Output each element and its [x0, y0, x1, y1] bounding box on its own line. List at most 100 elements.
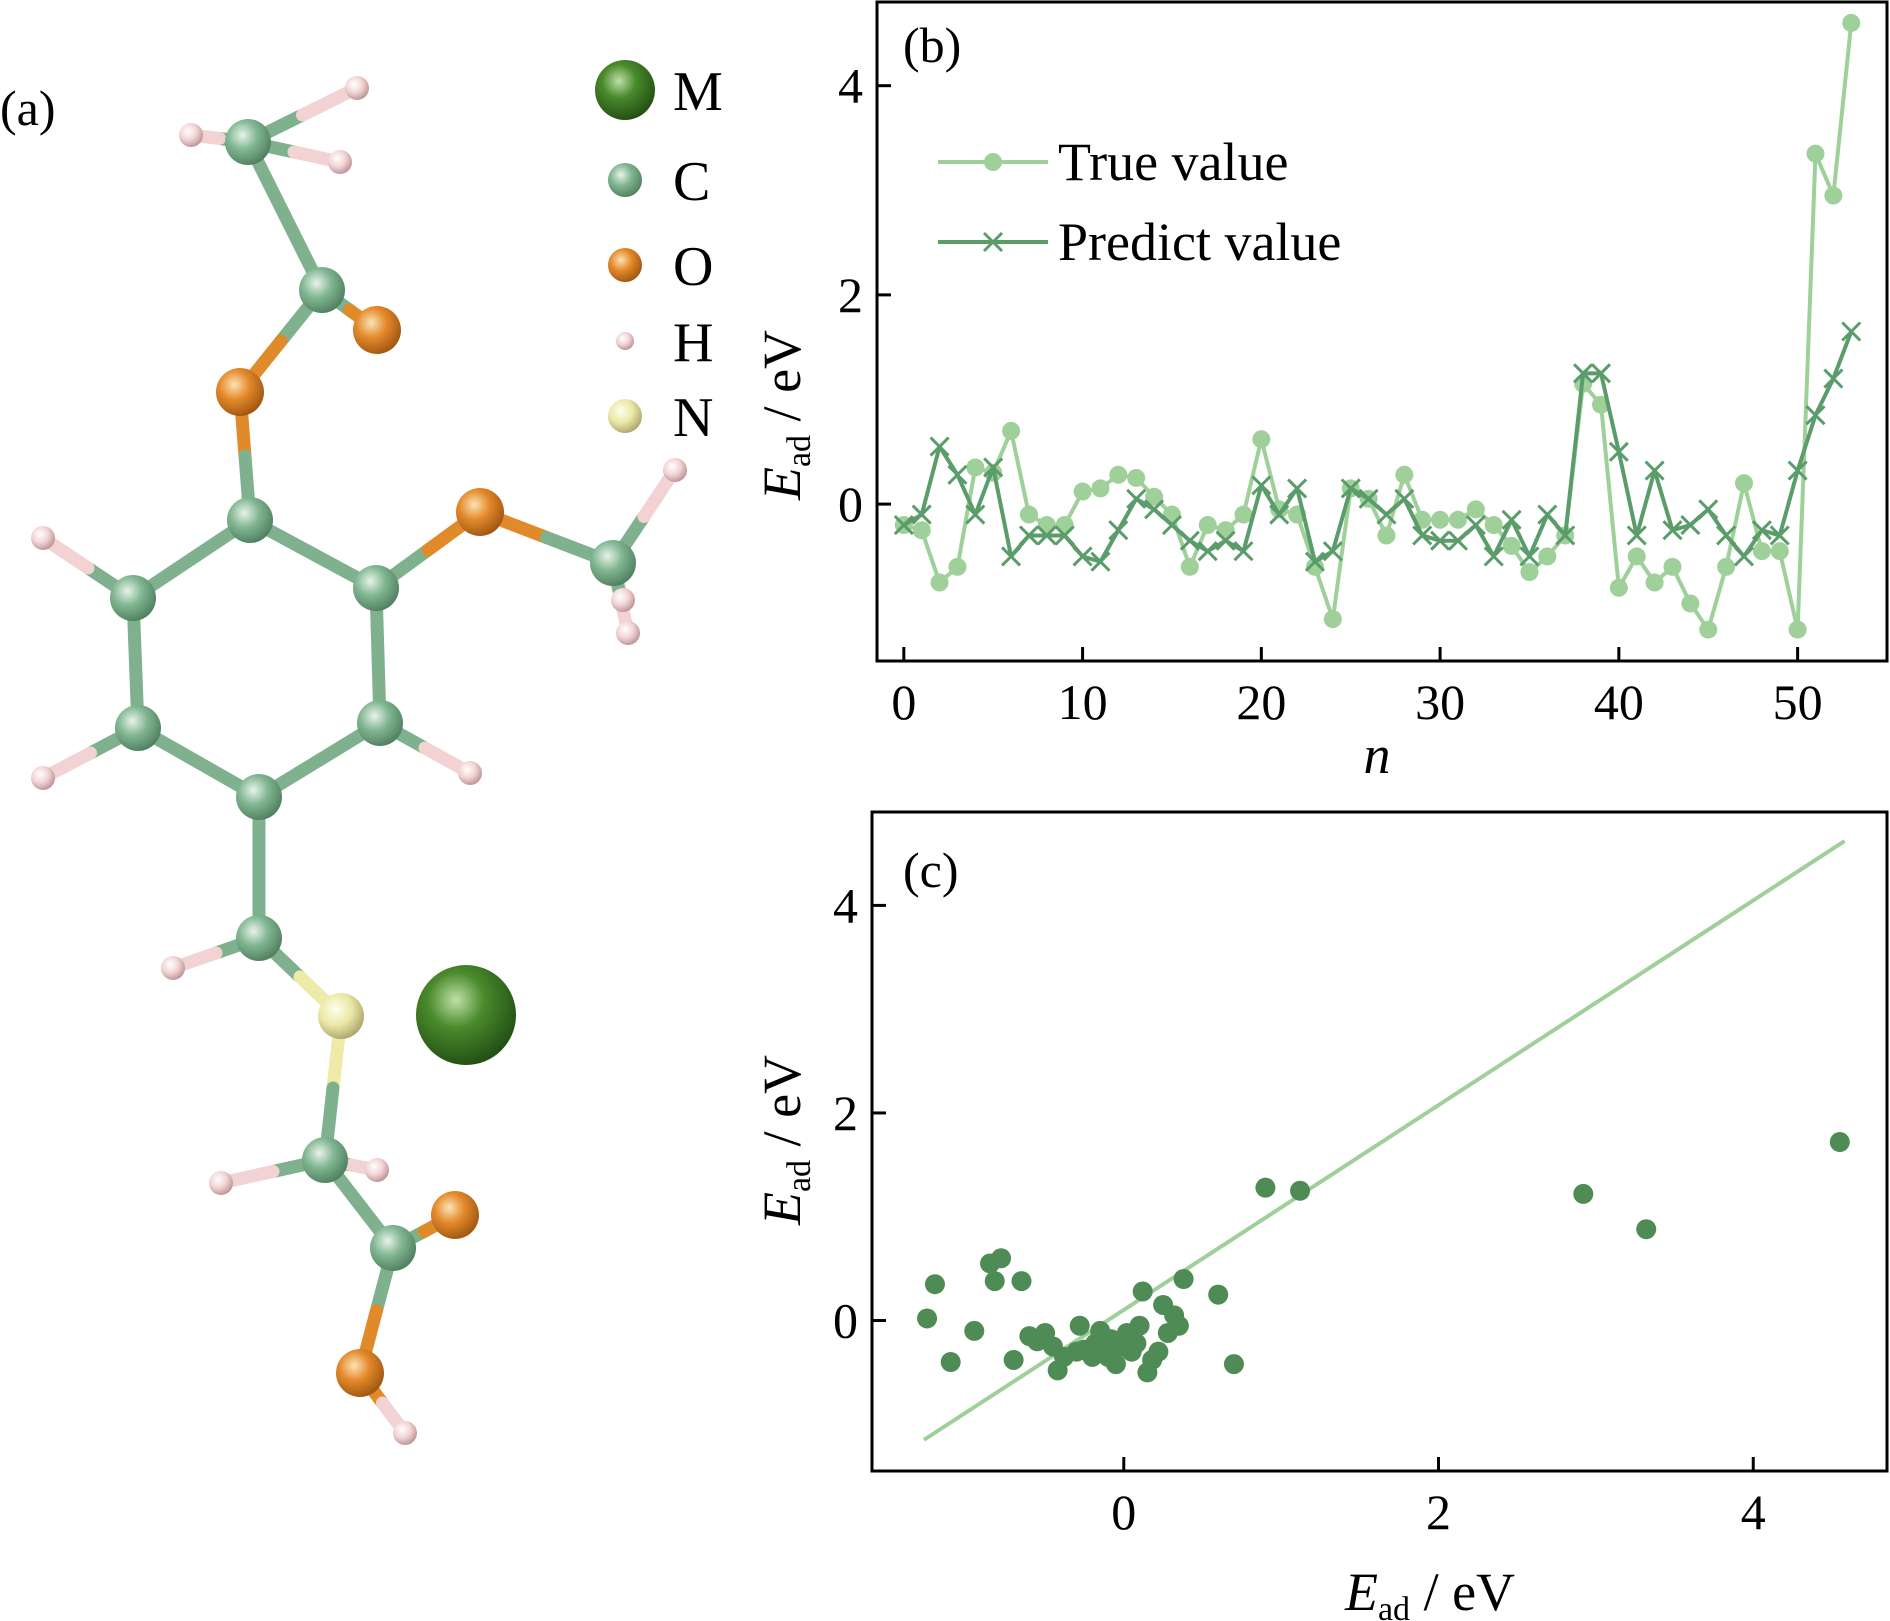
atom-C — [370, 1225, 416, 1271]
point-predict — [1054, 525, 1075, 546]
y-tick-label-b: 0 — [838, 476, 863, 532]
scatter-point — [1011, 1271, 1032, 1292]
atom-C — [110, 575, 156, 621]
point-predict — [1251, 475, 1272, 496]
scatter-point — [964, 1320, 985, 1341]
x-axis-label-c: Ead / eV — [1344, 1562, 1515, 1621]
atom-H — [31, 526, 55, 550]
point-predict — [1573, 363, 1594, 384]
legend-atom-N-icon — [608, 399, 642, 433]
point-true — [1538, 547, 1557, 566]
point-true — [1323, 610, 1342, 629]
atom-C — [227, 497, 273, 543]
point-predict — [1322, 541, 1343, 562]
point-predict — [1483, 546, 1504, 567]
point-predict — [1787, 460, 1808, 481]
atom-C — [299, 267, 345, 313]
point-true — [1734, 474, 1753, 493]
point-predict — [893, 514, 914, 536]
panel-b-label: (b) — [903, 17, 961, 73]
point-predict — [1590, 363, 1612, 384]
legend-atom-M-label: M — [673, 61, 723, 123]
point-true — [1681, 594, 1700, 613]
panel-b-line-chart: 0 10 20 30 40 50 0 2 4 (b) True value Predict va… — [752, 0, 1889, 785]
atom-H — [345, 76, 369, 100]
point-true — [1502, 536, 1521, 555]
point-true — [1824, 186, 1843, 205]
y-tick-label-c: 4 — [833, 877, 858, 933]
point-true — [1019, 505, 1038, 524]
y-axis-label-c: Ead / eV — [752, 1055, 818, 1226]
point-true — [1842, 13, 1861, 32]
legend-atom-O-label: O — [673, 236, 713, 298]
legend-marker-predict — [982, 231, 1004, 253]
y-tick-label-c: 2 — [833, 1085, 858, 1141]
point-predict — [1090, 551, 1111, 572]
point-true — [1109, 465, 1128, 484]
atom-C — [115, 705, 161, 751]
atom-C — [225, 119, 271, 165]
point-predict — [1036, 525, 1057, 546]
point-predict — [1304, 551, 1326, 572]
point-true — [1520, 563, 1539, 582]
scatter-point — [1223, 1354, 1244, 1375]
panel-a-label: (a) — [0, 80, 56, 136]
point-predict — [1733, 546, 1755, 567]
scatter-point — [1003, 1349, 1024, 1370]
scatter-point — [1132, 1281, 1153, 1302]
legend-atom-N-label: N — [673, 387, 713, 449]
atom-H — [31, 766, 55, 790]
point-true — [1627, 547, 1646, 566]
scatter-point — [1208, 1284, 1229, 1305]
scatter-point — [1173, 1269, 1194, 1290]
point-true — [1788, 620, 1807, 639]
point-predict — [929, 436, 950, 457]
point-true — [1234, 505, 1253, 524]
point-predict — [1394, 488, 1415, 509]
point-true — [1216, 521, 1235, 540]
point-predict — [1501, 509, 1522, 530]
point-predict — [1823, 368, 1844, 389]
y-tick-label-b: 2 — [838, 267, 863, 323]
axis-ticks-c: 0 2 4 0 2 4 — [833, 877, 1766, 1540]
x-tick-label-b: 10 — [1058, 674, 1108, 730]
point-predict — [1751, 520, 1772, 541]
legend-atom-C-label: C — [673, 151, 710, 213]
atom-H — [328, 150, 352, 174]
scatter-point — [917, 1308, 938, 1329]
point-predict — [1555, 525, 1576, 546]
point-predict — [1769, 525, 1790, 546]
x-tick-label-c: 0 — [1111, 1484, 1136, 1540]
legend-atom-H-label: H — [673, 312, 713, 374]
point-true — [1145, 487, 1164, 506]
point-predict — [1465, 514, 1486, 536]
atom-O — [431, 1191, 479, 1239]
atom-M — [416, 965, 516, 1065]
point-predict — [1018, 525, 1040, 546]
atom-C — [302, 1137, 348, 1183]
atom-C — [590, 540, 636, 586]
scatter-point — [1255, 1177, 1276, 1198]
scatter-point — [1129, 1315, 1150, 1336]
point-predict — [1197, 541, 1218, 562]
point-predict — [1680, 514, 1701, 536]
x-axis-label-b: n — [1364, 725, 1391, 785]
series-line-true — [903, 22, 1854, 632]
point-true — [948, 557, 967, 576]
scatter-point — [940, 1352, 961, 1373]
point-predict — [947, 464, 968, 485]
point-true — [1752, 542, 1771, 561]
point-true — [1395, 465, 1414, 484]
point-true — [1037, 516, 1056, 535]
legend-atom-O-icon — [608, 248, 642, 282]
legend-atom-H-icon — [616, 332, 634, 350]
scatter-point — [1105, 1354, 1126, 1375]
atom-H — [179, 123, 203, 147]
svg-text:Ead / eV: Ead / eV — [1344, 1562, 1515, 1621]
legend-label-true: True value — [1058, 132, 1288, 192]
point-predict — [1215, 530, 1236, 551]
atom-C — [357, 700, 403, 746]
axis-ticks-b: 0 10 20 30 40 50 0 2 4 — [838, 58, 1823, 730]
